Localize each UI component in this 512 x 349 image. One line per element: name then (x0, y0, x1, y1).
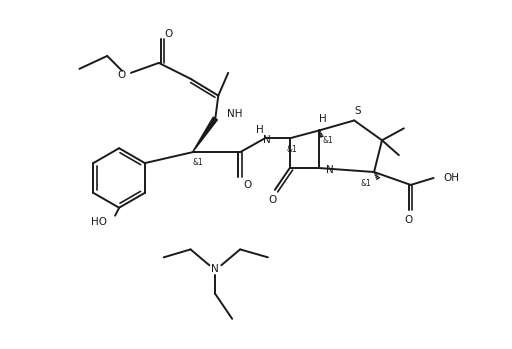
Text: O: O (243, 180, 251, 190)
Text: &1: &1 (286, 145, 297, 154)
Text: OH: OH (443, 173, 459, 183)
Text: H: H (318, 114, 326, 125)
Text: &1: &1 (322, 136, 333, 145)
Text: HO: HO (91, 217, 107, 227)
Text: &1: &1 (192, 158, 203, 166)
Text: O: O (164, 29, 173, 39)
Text: S: S (354, 105, 360, 116)
Text: N: N (263, 135, 271, 145)
Text: O: O (269, 195, 277, 205)
Text: NH: NH (227, 110, 243, 119)
Text: H: H (256, 125, 264, 135)
Text: O: O (404, 215, 413, 225)
Text: N: N (211, 264, 219, 274)
Text: &1: &1 (361, 179, 372, 188)
Text: O: O (118, 70, 126, 80)
Polygon shape (193, 117, 218, 152)
Text: N: N (326, 165, 333, 175)
